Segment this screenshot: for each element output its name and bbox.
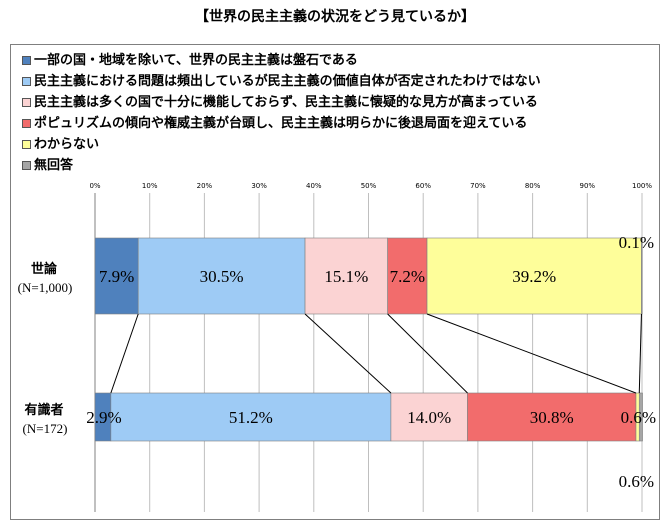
x-tick-label: 0% — [89, 182, 100, 190]
legend-swatch — [22, 161, 31, 170]
x-tick-label: 40% — [306, 182, 322, 190]
legend-label: わからない — [34, 137, 100, 152]
legend-item: 一部の国・地域を除いて、世界の民主主義は盤石である — [22, 50, 541, 71]
category-sample-size: (N=1,000) — [18, 280, 73, 295]
data-label: 0.1% — [619, 233, 654, 252]
bar-segment — [94, 237, 139, 315]
connector-line — [638, 313, 642, 394]
data-label: 30.8% — [530, 408, 574, 427]
data-label: 15.1% — [324, 267, 368, 286]
bar-segment — [110, 392, 392, 442]
legend-swatch — [22, 119, 31, 128]
connector-line — [387, 313, 468, 394]
chart-title: 【世界の民主主義の状況をどう見ているか】 — [195, 9, 475, 25]
connector-line — [426, 313, 637, 394]
legend-label: 民主主義は多くの国で十分に機能しておらず、民主主義に懐疑的な見方が高まっている — [34, 95, 538, 110]
legend-swatch — [22, 56, 31, 65]
legend-item: わからない — [22, 134, 541, 155]
bar-segment — [641, 237, 643, 315]
x-tick-label: 50% — [361, 182, 377, 190]
data-label: 14.0% — [407, 408, 451, 427]
data-label: 7.9% — [99, 267, 134, 286]
data-label: 7.2% — [390, 267, 425, 286]
category-label: 有識者 — [24, 402, 63, 418]
legend-item: 民主主義は多くの国で十分に機能しておらず、民主主義に懐疑的な見方が高まっている — [22, 92, 541, 113]
legend-item: 民主主義における問題は頻出しているが民主主義の価値自体が否定されたわけではない — [22, 71, 541, 92]
legend: 一部の国・地域を除いて、世界の民主主義は盤石である民主主義における問題は頻出して… — [22, 50, 541, 176]
bar-segment — [426, 237, 642, 315]
bar-segment — [390, 392, 468, 442]
bar-segment — [137, 237, 306, 315]
x-tick-label: 70% — [470, 182, 486, 190]
data-label: 0.6% — [621, 408, 656, 427]
legend-swatch — [22, 140, 31, 149]
data-label: 39.2% — [512, 267, 556, 286]
x-tick-label: 80% — [525, 182, 541, 190]
chart-frame — [10, 44, 660, 520]
legend-label: 無回答 — [34, 158, 74, 173]
x-tick-label: 60% — [415, 182, 431, 190]
legend-label: 民主主義における問題は頻出しているが民主主義の価値自体が否定されたわけではない — [34, 74, 541, 89]
connector-line — [110, 313, 139, 394]
legend-item: 無回答 — [22, 155, 541, 176]
legend-swatch — [22, 77, 31, 86]
connector-line — [304, 313, 392, 394]
legend-label: 一部の国・地域を除いて、世界の民主主義は盤石である — [34, 53, 358, 68]
data-label: 0.6% — [619, 472, 654, 491]
data-label: 30.5% — [200, 267, 244, 286]
category-sample-size: (N=172) — [23, 421, 68, 436]
data-label: 51.2% — [229, 408, 273, 427]
x-tick-label: 30% — [251, 182, 267, 190]
x-tick-label: 90% — [580, 182, 596, 190]
bar-segment — [387, 237, 428, 315]
legend-swatch — [22, 98, 31, 107]
legend-label: ポピュリズムの傾向や権威主義が台頭し、民主主義は明らかに後退局面を迎えている — [34, 116, 528, 131]
x-tick-label: 20% — [197, 182, 213, 190]
legend-item: ポピュリズムの傾向や権威主義が台頭し、民主主義は明らかに後退局面を迎えている — [22, 113, 541, 134]
bar-segment — [467, 392, 637, 442]
bar-segment — [304, 237, 388, 315]
data-label: 2.9% — [86, 408, 121, 427]
bar-segment — [638, 392, 643, 442]
x-tick-label: 10% — [142, 182, 158, 190]
category-label: 世論 — [31, 261, 58, 277]
x-tick-label: 100% — [632, 182, 652, 190]
